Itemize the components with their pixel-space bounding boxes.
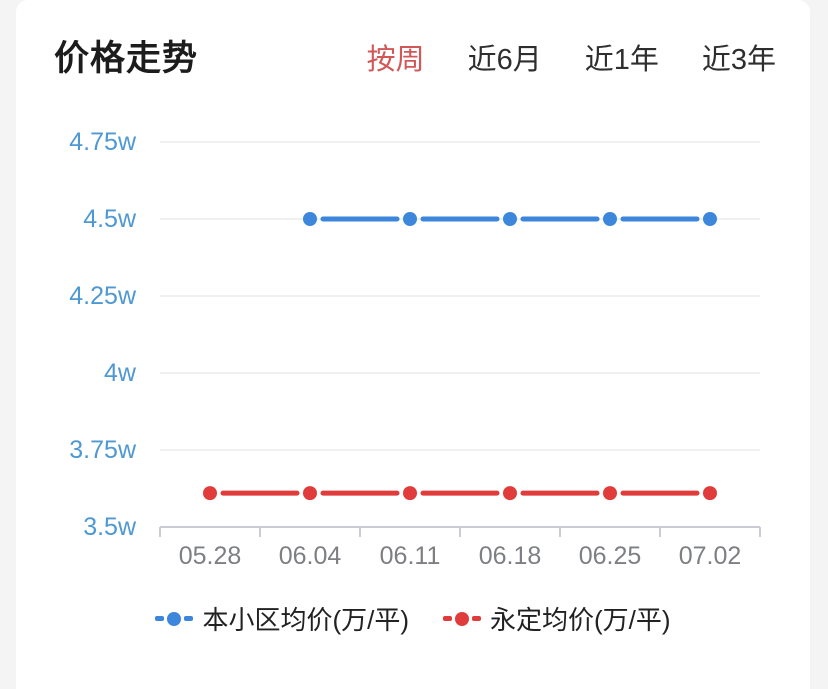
- series-1-point[interactable]: [703, 486, 717, 501]
- y-axis-label: 3.5w: [83, 513, 136, 541]
- y-axis-label: 4.25w: [69, 282, 136, 310]
- series-1-point[interactable]: [603, 486, 617, 501]
- tab-last-3-years[interactable]: 近3年: [701, 44, 776, 76]
- price-trend-chart[interactable]: 4.75w 4.5w 4.25w 4w 3.75w 3.5w 05.28 06.04 06.11…: [16, 0, 810, 689]
- district-series-marker-icon: [443, 611, 481, 626]
- series-1-point[interactable]: [403, 486, 417, 501]
- legend-item-district-price[interactable]: 永定均价(万/平): [443, 600, 671, 637]
- series-0-point[interactable]: [403, 212, 417, 226]
- x-axis-label: 06.18: [478, 542, 542, 570]
- chart-legend: 本小区均价(万/平) 永定均价(万/平): [16, 600, 810, 637]
- tab-last-1-year[interactable]: 近1年: [584, 44, 659, 76]
- x-axis-label: 07.02: [678, 542, 742, 570]
- y-axis-label: 4w: [104, 359, 136, 387]
- y-axis-label: 3.75w: [69, 436, 136, 464]
- series-0-point[interactable]: [503, 212, 517, 226]
- tab-last-6-months[interactable]: 近6月: [467, 44, 542, 76]
- series-0-point[interactable]: [303, 212, 317, 226]
- x-axis-label: 06.11: [379, 542, 441, 570]
- x-axis-label: 05.28: [178, 542, 242, 570]
- tab-by-week[interactable]: 按周: [366, 44, 425, 76]
- series-1-point[interactable]: [203, 486, 217, 501]
- chart-header: 价格走势 按周 近6月 近1年 近3年: [16, 30, 810, 86]
- legend-label-district: 永定均价(万/平): [490, 605, 671, 635]
- series-0-point[interactable]: [603, 212, 617, 226]
- x-axis-label: 06.25: [578, 542, 642, 570]
- price-trend-card: 价格走势 按周 近6月 近1年 近3年 4.75w 4.5w 4.25w 4w 3.75…: [16, 0, 810, 689]
- series-0-point[interactable]: [703, 212, 717, 226]
- y-axis-label: 4.5w: [83, 205, 136, 233]
- legend-label-community: 本小区均价(万/平): [202, 605, 409, 635]
- legend-item-community-price[interactable]: 本小区均价(万/平): [155, 600, 409, 637]
- community-series-marker-icon: [155, 611, 194, 626]
- period-tabs: 按周 近6月 近1年 近3年: [367, 36, 776, 78]
- x-axis-label: 06.04: [278, 542, 342, 570]
- series-1-point[interactable]: [303, 486, 317, 501]
- series-1-point[interactable]: [503, 486, 517, 501]
- y-axis-label: 4.75w: [69, 128, 136, 156]
- page-title: 价格走势: [54, 39, 199, 78]
- chart-canvas: [159, 141, 761, 537]
